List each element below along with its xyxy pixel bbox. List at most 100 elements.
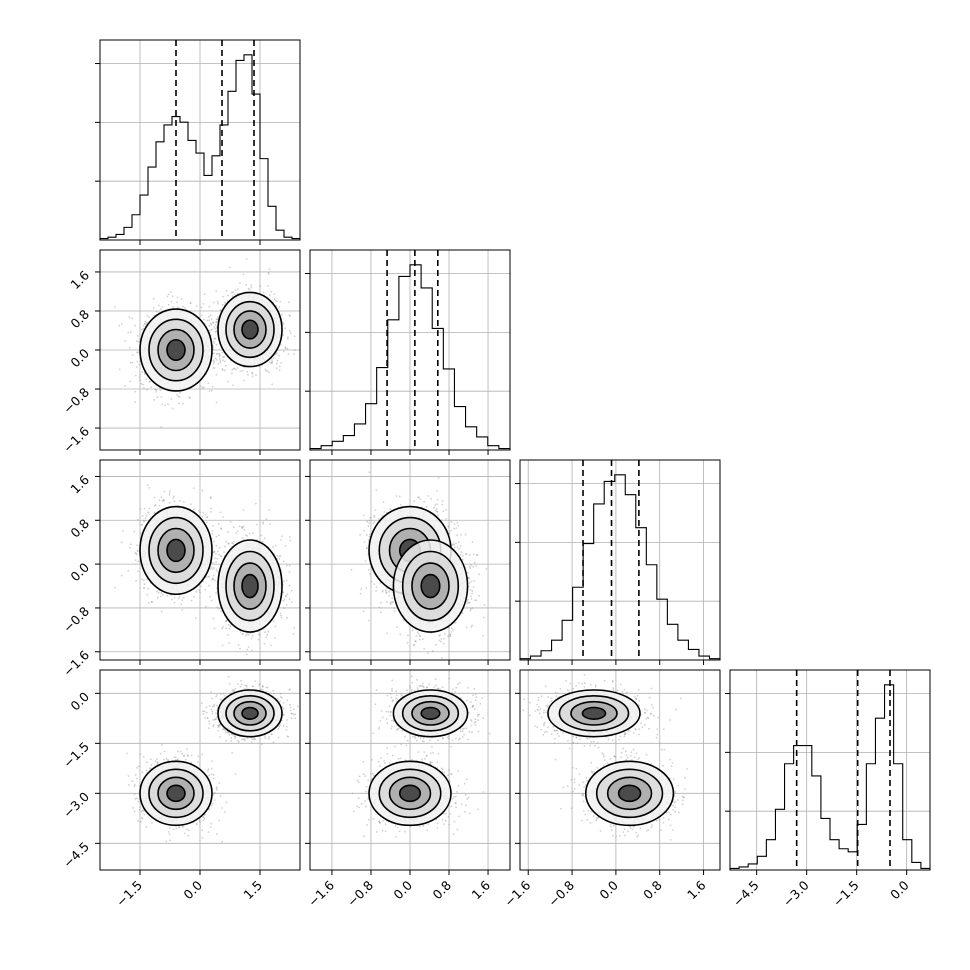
scatter-point xyxy=(220,555,223,558)
scatter-point xyxy=(287,353,290,355)
scatter-point xyxy=(247,646,250,648)
scatter-point xyxy=(120,323,123,325)
scatter-point xyxy=(131,354,134,356)
y-tick-label: −1.6 xyxy=(60,424,92,456)
scatter-point xyxy=(158,499,161,501)
scatter-point xyxy=(241,525,244,528)
scatter-point xyxy=(258,633,260,636)
scatter-point xyxy=(200,306,203,309)
scatter-point xyxy=(181,609,184,611)
scatter-point xyxy=(419,638,421,641)
scatter-point xyxy=(239,370,242,372)
scatter-point xyxy=(471,541,474,544)
scatter-point xyxy=(216,300,219,303)
scatter-point xyxy=(223,360,226,363)
scatter-point xyxy=(213,627,216,630)
scatter-point xyxy=(276,359,279,362)
scatter-point xyxy=(198,509,200,512)
scatter-point xyxy=(289,315,292,318)
scatter-point xyxy=(293,626,296,629)
scatter-point xyxy=(219,511,222,514)
scatter-point xyxy=(267,285,269,287)
scatter-point xyxy=(211,328,214,331)
scatter-point xyxy=(274,299,277,302)
scatter-point xyxy=(146,315,149,317)
scatter-point xyxy=(206,516,209,518)
scatter-point xyxy=(234,293,236,296)
scatter-point xyxy=(290,601,293,603)
scatter-point xyxy=(219,354,222,357)
scatter-point xyxy=(254,502,257,505)
scatter-point xyxy=(266,370,269,372)
scatter-point xyxy=(284,544,287,547)
scatter-point xyxy=(272,546,275,549)
scatter-point xyxy=(118,368,121,371)
scatter-point xyxy=(243,379,245,382)
scatter-point xyxy=(287,301,290,304)
scatter-point xyxy=(183,500,185,503)
scatter-point xyxy=(127,331,130,334)
scatter-point xyxy=(283,607,285,609)
scatter-point xyxy=(366,520,369,523)
scatter-point xyxy=(282,322,285,325)
scatter-point xyxy=(262,521,265,524)
scatter-point xyxy=(225,540,228,543)
scatter-point xyxy=(173,500,176,503)
scatter-point xyxy=(273,293,276,295)
scatter-point xyxy=(215,373,218,376)
scatter-point xyxy=(209,595,212,598)
scatter-point xyxy=(211,578,213,581)
scatter-point xyxy=(148,316,150,319)
scatter-point xyxy=(195,591,198,593)
scatter-point xyxy=(222,359,224,362)
scatter-point xyxy=(269,294,271,297)
scatter-point xyxy=(208,575,211,578)
scatter-point xyxy=(286,337,289,340)
scatter-point xyxy=(177,306,179,309)
scatter-point xyxy=(289,539,292,542)
scatter-point xyxy=(223,551,225,554)
scatter-point xyxy=(168,501,171,504)
scatter-point xyxy=(148,507,151,510)
panel-1-1 xyxy=(305,249,511,455)
scatter-point xyxy=(136,549,139,552)
scatter-point xyxy=(170,300,173,303)
scatter-point xyxy=(210,389,213,392)
scatter-point xyxy=(146,321,148,324)
panel-1-0: 1.60.80.0−0.8−1.6 xyxy=(60,249,301,456)
scatter-point xyxy=(212,524,214,527)
scatter-point xyxy=(156,596,159,599)
scatter-point xyxy=(438,639,441,642)
scatter-point xyxy=(215,553,217,555)
y-tick-label: 0.8 xyxy=(67,516,92,541)
scatter-point xyxy=(215,592,217,594)
scatter-point xyxy=(237,644,240,646)
scatter-point xyxy=(208,390,211,392)
scatter-point xyxy=(251,375,254,378)
y-tick-label: −0.8 xyxy=(60,385,92,417)
scatter-point xyxy=(178,595,181,598)
scatter-point xyxy=(172,497,175,499)
scatter-point xyxy=(224,369,226,372)
histogram-0 xyxy=(99,54,301,240)
scatter-point xyxy=(464,533,467,536)
scatter-point xyxy=(279,612,282,615)
scatter-point xyxy=(430,497,433,500)
scatter-point xyxy=(223,301,226,304)
scatter-point xyxy=(278,305,281,308)
scatter-point xyxy=(169,490,172,492)
scatter-point xyxy=(221,356,224,359)
scatter-point xyxy=(212,562,214,564)
scatter-point xyxy=(148,486,151,489)
scatter-point xyxy=(207,382,210,385)
scatter-point xyxy=(214,337,217,340)
scatter-point xyxy=(158,304,160,307)
scatter-point xyxy=(225,620,227,623)
scatter-point xyxy=(276,554,279,557)
scatter-point xyxy=(201,515,204,518)
scatter-point xyxy=(208,325,211,327)
scatter-point xyxy=(201,386,204,389)
scatter-point xyxy=(210,511,213,513)
scatter-point xyxy=(219,359,222,362)
scatter-point xyxy=(189,302,192,305)
